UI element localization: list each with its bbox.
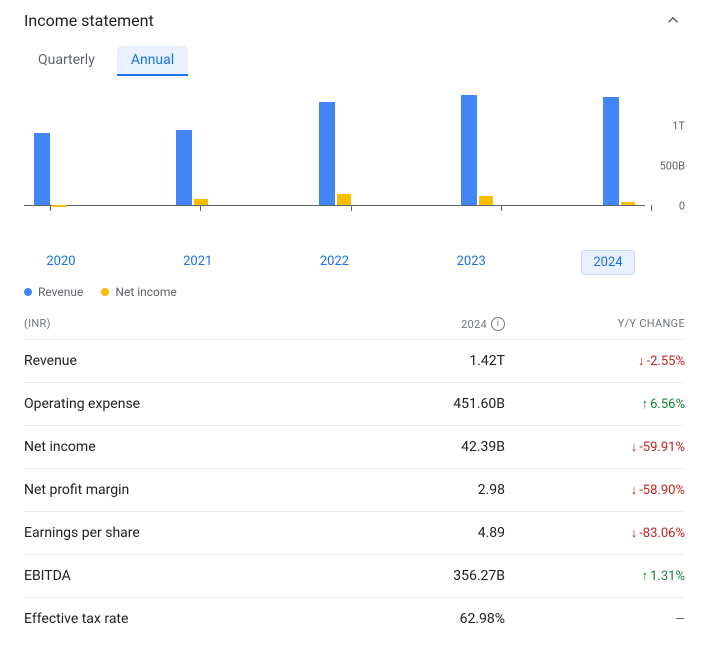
bar-group[interactable] — [461, 86, 493, 205]
period-tabs: Quarterly Annual — [24, 46, 685, 76]
y-tick-label: 500B — [660, 160, 685, 173]
metric-label: EBITDA — [24, 568, 325, 584]
collapse-icon[interactable] — [661, 8, 685, 32]
legend-dot-icon — [24, 288, 32, 296]
metric-value: 4.89 — [325, 525, 505, 541]
table-row[interactable]: EBITDA356.27B↑ 1.31% — [24, 554, 685, 597]
metric-change: ↓ -2.55% — [505, 353, 685, 369]
year-label[interactable]: 2020 — [34, 250, 88, 275]
arrow-down-icon: ↓ — [638, 353, 645, 369]
metric-label: Effective tax rate — [24, 611, 325, 627]
metric-change: ↓ -59.91% — [505, 439, 685, 455]
revenue-bar — [461, 95, 477, 205]
x-tick — [351, 205, 352, 211]
metric-label: Operating expense — [24, 396, 325, 412]
y-tick-label: 0 — [679, 200, 685, 213]
table-body: Revenue1.42T↓ -2.55%Operating expense451… — [24, 339, 685, 640]
y-tick-label: 1T — [672, 120, 685, 133]
metric-change: ↓ -58.90% — [505, 482, 685, 498]
revenue-bar — [34, 133, 50, 205]
x-tick — [501, 205, 502, 211]
income-statement-card: Income statement Quarterly Annual 1T 500B 0… — [0, 0, 709, 652]
legend-item[interactable]: Revenue — [24, 285, 83, 299]
x-tick — [200, 205, 201, 211]
table-row[interactable]: Operating expense451.60B↑ 6.56% — [24, 382, 685, 425]
card-header: Income statement — [24, 0, 685, 36]
netincome-bar — [194, 199, 208, 205]
tab-quarterly[interactable]: Quarterly — [24, 46, 109, 76]
x-axis-labels: 2020 2021 2022 2023 2024 — [24, 250, 685, 275]
change-column-header: Y/Y CHANGE — [505, 317, 685, 331]
year-label[interactable]: 2023 — [444, 250, 498, 275]
metric-label: Earnings per share — [24, 525, 325, 541]
card-title: Income statement — [24, 11, 154, 30]
info-icon[interactable]: i — [491, 317, 505, 331]
metric-change: — — [505, 612, 685, 627]
year-label[interactable]: 2021 — [171, 250, 225, 275]
arrow-up-icon: ↑ — [642, 568, 649, 584]
table-row[interactable]: Revenue1.42T↓ -2.55% — [24, 339, 685, 382]
revenue-bar — [176, 130, 192, 205]
chart: 1T 500B 0 — [24, 86, 685, 236]
chart-legend: Revenue Net income — [24, 285, 685, 299]
netincome-bar — [621, 202, 635, 205]
tab-annual[interactable]: Annual — [117, 46, 188, 76]
bar-group[interactable] — [319, 86, 351, 205]
arrow-down-icon: ↓ — [631, 482, 638, 498]
arrow-down-icon: ↓ — [631, 439, 638, 455]
revenue-bar — [603, 97, 619, 205]
metric-value: 356.27B — [325, 568, 505, 584]
year-label[interactable]: 2022 — [308, 250, 362, 275]
legend-dot-icon — [101, 288, 109, 296]
metric-change: ↑ 6.56% — [505, 396, 685, 412]
bar-group[interactable] — [176, 86, 208, 205]
metric-label: Revenue — [24, 353, 325, 369]
metric-value: 2.98 — [325, 482, 505, 498]
table-row[interactable]: Net profit margin2.98↓ -58.90% — [24, 468, 685, 511]
metric-value: 451.60B — [325, 396, 505, 412]
netincome-bar — [479, 196, 493, 205]
year-label[interactable]: 2024 — [581, 250, 635, 275]
arrow-up-icon: ↑ — [642, 396, 649, 412]
chart-plot — [24, 86, 645, 206]
metric-change: ↓ -83.06% — [505, 525, 685, 541]
netincome-bar — [337, 194, 351, 205]
table-row[interactable]: Net income42.39B↓ -59.91% — [24, 425, 685, 468]
bar-group[interactable] — [34, 86, 66, 205]
x-tick — [50, 205, 51, 211]
metric-value: 62.98% — [325, 611, 505, 627]
arrow-down-icon: ↓ — [631, 525, 638, 541]
currency-label: (INR) — [24, 317, 325, 331]
table-header: (INR) 2024 i Y/Y CHANGE — [24, 317, 685, 339]
metric-value: 42.39B — [325, 439, 505, 455]
y-axis-labels: 1T500B0 — [645, 86, 685, 206]
bar-group[interactable] — [603, 86, 635, 205]
metric-value: 1.42T — [325, 353, 505, 369]
legend-item[interactable]: Net income — [101, 285, 176, 299]
metric-change: ↑ 1.31% — [505, 568, 685, 584]
table-row[interactable]: Earnings per share4.89↓ -83.06% — [24, 511, 685, 554]
netincome-bar — [52, 205, 66, 207]
metric-label: Net profit margin — [24, 482, 325, 498]
metric-label: Net income — [24, 439, 325, 455]
revenue-bar — [319, 102, 335, 205]
legend-label: Net income — [115, 285, 176, 299]
legend-label: Revenue — [38, 285, 83, 299]
table-row[interactable]: Effective tax rate62.98% — — [24, 597, 685, 640]
year-column-header: 2024 i — [325, 317, 505, 331]
